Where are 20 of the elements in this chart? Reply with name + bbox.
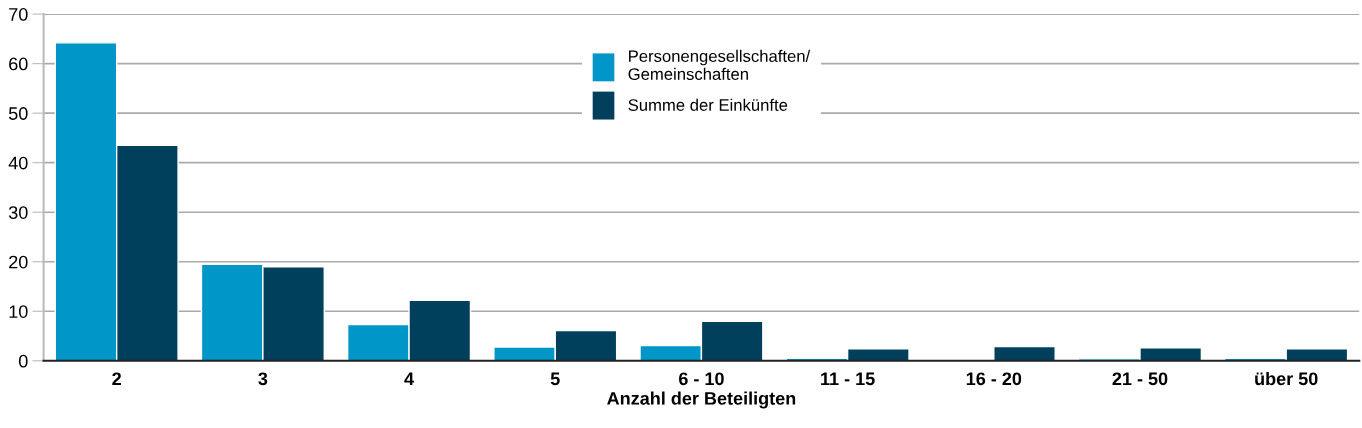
y-tick-label: 10 [9,305,28,318]
x-tick-label: 2 [112,372,121,385]
x-tick-label: 11 - 15 [821,372,875,386]
x-axis-title: Anzahl der Beteiligten [607,391,796,409]
x-tick-label: 16 - 20 [966,372,1022,386]
legend-label: Personengesellschaften/ Gemeinschaften [628,49,811,80]
y-tick-label: 0 [18,354,28,368]
y-tick-label: 50 [8,107,28,120]
x-tick-label: 5 [550,372,560,386]
x-tick-label: über 50 [1255,371,1318,386]
y-tick-label: 60 [9,57,28,71]
y-tick-label: 40 [8,156,28,170]
x-tick-label: 4 [404,372,414,385]
y-tick-label: 30 [8,206,28,219]
legend-label: Summe der Einkünfte [628,98,788,111]
x-tick-label: 21 - 50 [1112,372,1168,386]
y-tick-label: 20 [9,255,28,269]
x-tick-label: 3 [258,372,268,386]
y-tick-label: 70 [9,8,28,21]
x-tick-label: 6 - 10 [679,372,724,386]
